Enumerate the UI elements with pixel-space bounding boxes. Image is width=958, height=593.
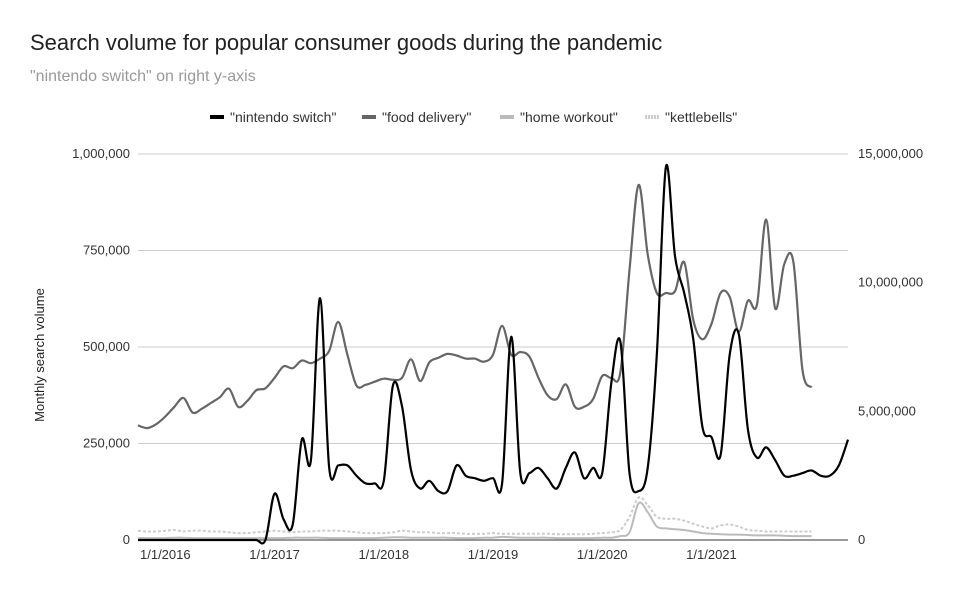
chart-title: Search volume for popular consumer goods… [30,30,663,55]
right-tick-label: 15,000,000 [858,146,923,161]
right-tick-label: 5,000,000 [858,403,916,418]
series-line-home-workout [137,501,812,540]
x-tick-label: 1/1/2020 [577,547,628,562]
legend: "nintendo switch" "food delivery" "home wo… [210,109,737,125]
series-line-kettlebells [137,496,812,536]
series-lines [137,163,850,545]
left-tick-label: 1,000,000 [72,146,130,161]
legend-label: "home workout" [520,109,618,125]
chart-subtitle: "nintendo switch" on right y-axis [30,68,256,85]
right-y-axis: 0 5,000,000 10,000,000 15,000,000 [858,146,923,547]
right-tick-label: 10,000,000 [858,275,923,290]
y-axis-title: Monthly search volume [32,288,47,422]
legend-label: "kettlebells" [665,109,737,125]
left-tick-label: 500,000 [83,339,130,354]
right-tick-label: 0 [858,532,865,547]
gridlines [138,153,848,541]
series-line-nintendo-switch [138,163,850,545]
x-axis: 1/1/2016 1/1/2017 1/1/2018 1/1/2019 1/1/2020… [140,547,737,562]
left-tick-label: 750,000 [83,243,130,258]
x-tick-label: 1/1/2018 [358,547,409,562]
x-tick-label: 1/1/2021 [686,547,737,562]
series-line-food-delivery [137,183,813,430]
legend-label: "food delivery" [382,109,471,125]
left-tick-label: 250,000 [83,436,130,451]
left-tick-label: 0 [123,532,130,547]
x-tick-label: 1/1/2016 [140,547,191,562]
left-y-axis: 0 250,000 500,000 750,000 1,000,000 [72,146,130,547]
x-tick-label: 1/1/2017 [249,547,300,562]
legend-label: "nintendo switch" [230,109,336,125]
x-tick-label: 1/1/2019 [468,547,519,562]
